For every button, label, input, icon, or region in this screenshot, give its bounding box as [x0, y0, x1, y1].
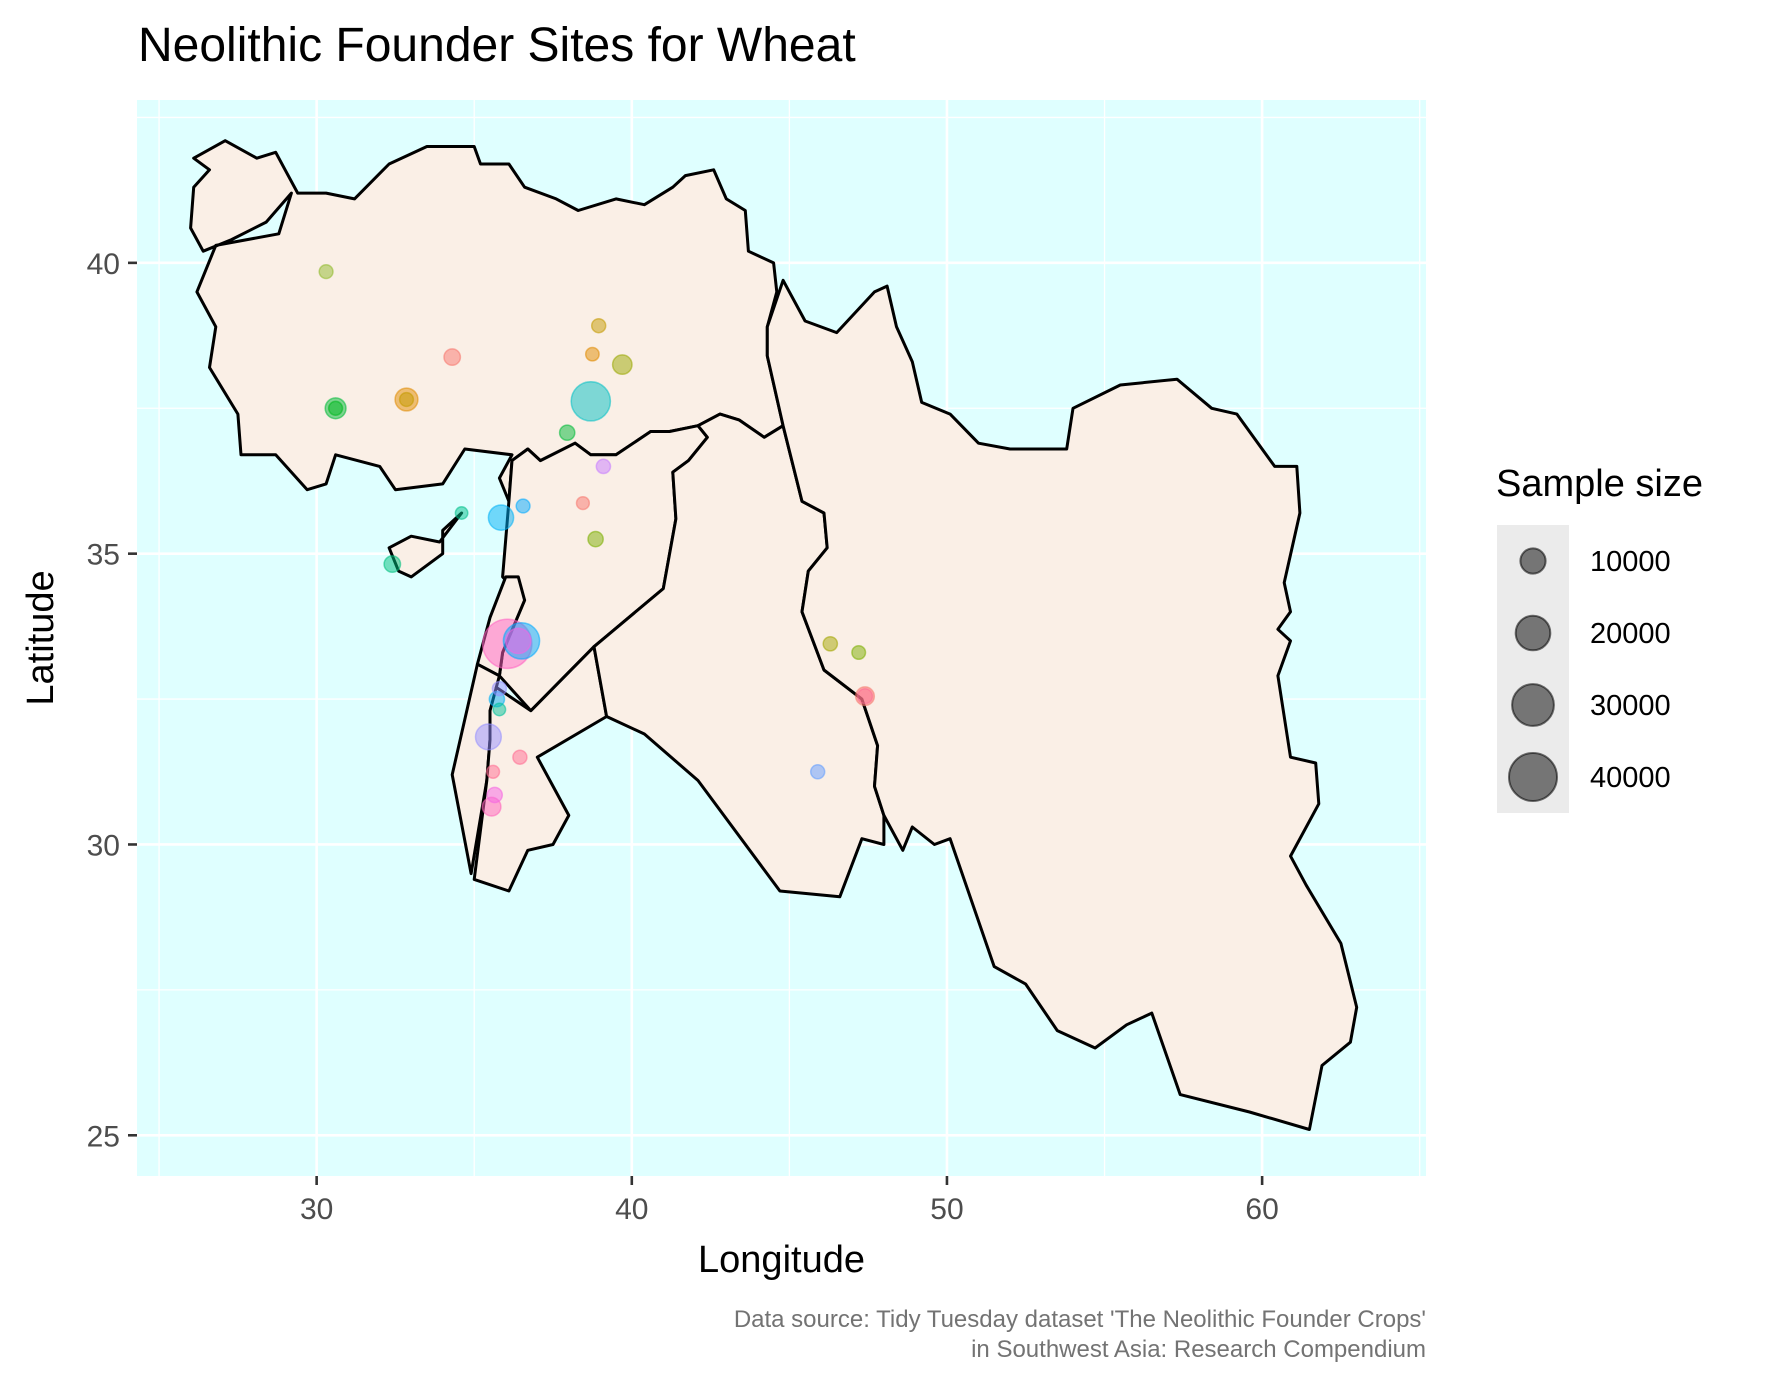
country-cyprus [387, 511, 464, 579]
x-tick-label: 60 [1245, 1193, 1278, 1226]
y-axis-title: Latitude [20, 570, 62, 705]
legend-key-label: 10000 [1590, 546, 1671, 578]
site-point [822, 635, 839, 652]
site-point [584, 346, 600, 362]
site-point [398, 391, 415, 408]
site-point [512, 749, 528, 765]
site-point [611, 354, 633, 376]
x-tick-label: 50 [930, 1193, 963, 1226]
x-axis: 30 40 50 60 [300, 1176, 1279, 1226]
legend-key-circle [1508, 752, 1558, 802]
caption-line-1: Data source: Tidy Tuesday dataset 'The N… [734, 1306, 1426, 1333]
site-point [487, 504, 515, 531]
site-point [474, 723, 503, 751]
site-point [454, 506, 469, 520]
site-point [515, 498, 531, 514]
site-point [327, 400, 344, 416]
y-tick-label: 35 [87, 539, 120, 572]
site-point [575, 495, 591, 511]
site-point [587, 530, 604, 548]
site-point [318, 263, 334, 280]
y-tick-label: 30 [87, 829, 120, 862]
site-point [558, 424, 576, 442]
site-point [491, 680, 508, 697]
site-point [856, 688, 874, 705]
x-tick-label: 40 [615, 1193, 648, 1226]
site-point [570, 380, 612, 422]
site-point [443, 348, 462, 367]
site-point [590, 317, 607, 334]
size-legend: Sample size 10000 20000 30000 40000 [1496, 463, 1703, 813]
caption-line-2: in Southwest Asia: Research Compendium [971, 1336, 1426, 1363]
y-axis: 25 30 35 40 [87, 248, 137, 1153]
site-point [504, 627, 532, 655]
legend-key-label: 40000 [1590, 762, 1671, 794]
site-point [809, 764, 826, 780]
site-point [485, 764, 501, 779]
site-point [486, 786, 504, 804]
country-jordan [472, 645, 609, 893]
y-tick-label: 25 [87, 1120, 120, 1153]
x-tick-label: 30 [300, 1193, 333, 1226]
x-axis-title: Longitude [698, 1239, 865, 1281]
legend-key-circle [1514, 614, 1552, 652]
chart-title: Neolithic Founder Sites for Wheat [138, 19, 856, 72]
legend-key-circle [1511, 683, 1555, 727]
legend-key-label: 30000 [1590, 690, 1671, 722]
y-tick-label: 40 [87, 248, 120, 281]
site-point [851, 644, 867, 661]
legend-key-label: 20000 [1590, 618, 1671, 650]
site-points [318, 263, 876, 817]
legend-key-circle [1519, 547, 1547, 575]
site-point [383, 555, 402, 574]
legend-title: Sample size [1496, 463, 1703, 505]
site-point [595, 458, 612, 475]
site-point [492, 702, 507, 717]
